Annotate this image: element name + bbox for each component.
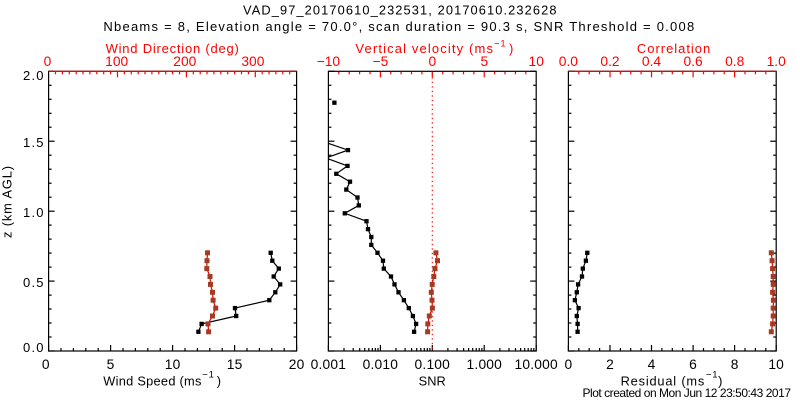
svg-text:10: 10: [768, 357, 784, 372]
svg-text:0.5: 0.5: [23, 275, 45, 290]
svg-text:−1: −1: [494, 39, 506, 50]
svg-text:0: 0: [428, 54, 436, 69]
svg-text:z (km AGL): z (km AGL): [0, 166, 15, 238]
svg-text:0.100: 0.100: [415, 357, 451, 372]
svg-text:Wind Direction (deg): Wind Direction (deg): [106, 41, 239, 56]
svg-text:0.001: 0.001: [311, 357, 347, 372]
svg-text:Wind Speed (ms: Wind Speed (ms: [103, 373, 201, 388]
svg-text:Correlation: Correlation: [637, 41, 710, 56]
svg-text:0: 0: [42, 357, 50, 372]
svg-text:−1: −1: [706, 370, 718, 381]
svg-text:4: 4: [648, 357, 656, 372]
svg-text:): ): [509, 41, 513, 56]
svg-text:20: 20: [289, 357, 305, 372]
svg-text:Nbeams = 8, Elevation angle =: Nbeams = 8, Elevation angle = 70.0°, sca…: [103, 19, 694, 34]
svg-text:200: 200: [173, 54, 196, 69]
svg-text:Plot created on Mon Jun 12 23:: Plot created on Mon Jun 12 23:50:43 2017: [583, 386, 792, 400]
svg-text:0.0: 0.0: [559, 54, 579, 69]
svg-text:SNR: SNR: [419, 374, 446, 389]
svg-text:5: 5: [480, 54, 488, 69]
svg-text:VAD_97_20170610_232531, 201706: VAD_97_20170610_232531, 20170610.232628: [243, 3, 557, 18]
svg-text:−1: −1: [202, 370, 214, 381]
svg-text:10: 10: [529, 54, 545, 69]
svg-text:2: 2: [606, 357, 614, 372]
svg-text:2.0: 2.0: [23, 68, 45, 83]
svg-text:Residual (ms: Residual (ms: [621, 373, 705, 388]
svg-text:100: 100: [105, 54, 128, 69]
svg-text:0.4: 0.4: [642, 54, 662, 69]
svg-text:): ): [718, 373, 722, 388]
svg-text:5: 5: [107, 357, 115, 372]
svg-text:−5: −5: [373, 54, 389, 69]
svg-text:8: 8: [731, 357, 739, 372]
svg-text:0: 0: [564, 357, 572, 372]
svg-text:−10: −10: [317, 54, 341, 69]
svg-text:1.5: 1.5: [23, 135, 45, 150]
svg-text:0.010: 0.010: [363, 357, 399, 372]
svg-text:Vertical velocity (ms: Vertical velocity (ms: [355, 41, 493, 56]
svg-text:10: 10: [165, 357, 181, 372]
svg-text:0: 0: [44, 54, 52, 69]
svg-text:0.0: 0.0: [23, 340, 45, 355]
svg-text:0.6: 0.6: [684, 54, 704, 69]
svg-text:1.000: 1.000: [467, 357, 503, 372]
svg-text:): ): [217, 373, 221, 388]
svg-text:0.2: 0.2: [600, 54, 619, 69]
svg-text:1.0: 1.0: [23, 205, 45, 220]
svg-text:300: 300: [241, 54, 264, 69]
svg-text:15: 15: [227, 357, 243, 372]
svg-text:6: 6: [689, 357, 697, 372]
svg-text:0.8: 0.8: [725, 54, 745, 69]
svg-text:1.0: 1.0: [767, 54, 787, 69]
svg-text:10.000: 10.000: [514, 357, 558, 372]
